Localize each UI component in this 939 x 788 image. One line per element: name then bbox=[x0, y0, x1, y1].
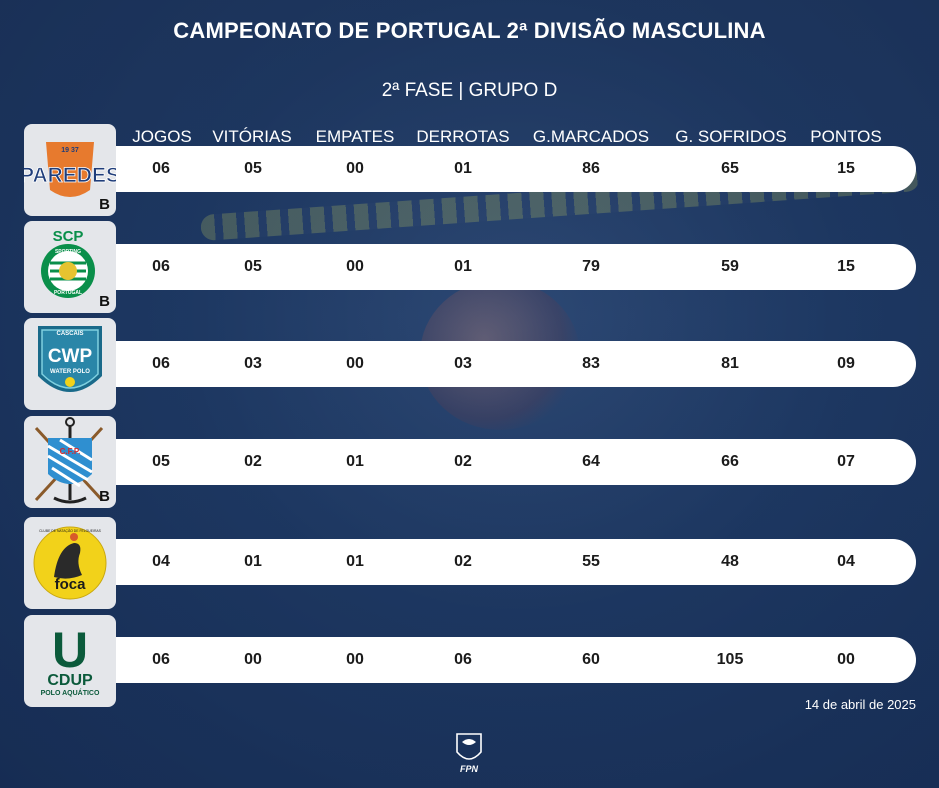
cell-pontos: 00 bbox=[837, 651, 855, 668]
header-g-marcados: G.MARCADOS bbox=[532, 127, 650, 146]
sporting-logo-icon: SCP SPORTING PORTUGAL bbox=[41, 228, 95, 298]
cell-empates: 01 bbox=[346, 453, 364, 470]
page-title: CAMPEONATO DE PORTUGAL 2ª DIVISÃO MASCUL… bbox=[173, 18, 766, 43]
cell-g-marcados: 60 bbox=[582, 651, 600, 668]
table-row: 05 02 01 02 64 66 07 bbox=[96, 439, 916, 485]
cell-g-sofridos: 48 bbox=[721, 553, 739, 570]
cell-vitorias: 05 bbox=[244, 160, 262, 177]
table-row: 06 05 00 01 79 59 15 bbox=[96, 244, 916, 290]
header-vitorias: VITÓRIAS bbox=[212, 127, 292, 146]
cell-vitorias: 05 bbox=[244, 258, 262, 275]
cell-derrotas: 06 bbox=[454, 651, 472, 668]
cell-jogos: 06 bbox=[152, 651, 170, 668]
cell-pontos: 04 bbox=[837, 553, 855, 570]
team-logo-cfp: C.F.P. B bbox=[24, 416, 116, 508]
cell-derrotas: 01 bbox=[454, 258, 472, 275]
cell-empates: 00 bbox=[346, 258, 364, 275]
cell-derrotas: 02 bbox=[454, 453, 472, 470]
cdup-u: U bbox=[52, 622, 88, 678]
cell-g-sofridos: 66 bbox=[721, 453, 739, 470]
cfp-anchor-logo-icon: C.F.P. bbox=[34, 417, 104, 504]
sporting-bottom: PORTUGAL bbox=[54, 290, 82, 296]
cell-pontos: 09 bbox=[837, 355, 855, 372]
header-empates: EMPATES bbox=[315, 127, 395, 146]
cell-g-marcados: 79 bbox=[582, 258, 600, 275]
paredes-logo-icon: 19 37 PAREDES bbox=[24, 142, 116, 197]
cell-g-marcados: 83 bbox=[582, 355, 600, 372]
cell-empates: 00 bbox=[346, 651, 364, 668]
team-logo-cascais: CASCAIS CWP WATER POLO bbox=[24, 318, 116, 410]
foca-seal-logo-icon: foca CLUBE DE NATAÇÃO DE FELGUEIRAS bbox=[33, 526, 107, 600]
cell-empates: 00 bbox=[346, 355, 364, 372]
header-derrotas: DERROTAS bbox=[416, 127, 510, 146]
table-row: 06 00 00 06 60 105 00 bbox=[96, 637, 916, 683]
cell-pontos: 15 bbox=[837, 160, 855, 177]
cascais-cwp: CWP bbox=[48, 346, 93, 367]
cell-empates: 00 bbox=[346, 160, 364, 177]
cell-empates: 01 bbox=[346, 553, 364, 570]
cascais-bottom: WATER POLO bbox=[50, 369, 90, 375]
cell-vitorias: 01 bbox=[244, 553, 262, 570]
header-g-sofridos: G. SOFRIDOS bbox=[675, 127, 787, 146]
cell-vitorias: 03 bbox=[244, 355, 262, 372]
header-jogos: JOGOS bbox=[132, 127, 192, 146]
cell-g-sofridos: 59 bbox=[721, 258, 739, 275]
cell-g-sofridos: 105 bbox=[716, 651, 744, 668]
cell-g-sofridos: 81 bbox=[721, 355, 739, 372]
cell-derrotas: 02 bbox=[454, 553, 472, 570]
cell-pontos: 07 bbox=[837, 453, 855, 470]
table-row: 04 01 01 02 55 48 04 bbox=[96, 539, 916, 585]
team-badge-b: B bbox=[99, 196, 110, 213]
team-logo-cdup: U CDUP POLO AQUÁTICO bbox=[24, 615, 116, 707]
cell-g-marcados: 64 bbox=[582, 453, 600, 470]
team-logo-foca: foca CLUBE DE NATAÇÃO DE FELGUEIRAS bbox=[24, 517, 116, 609]
cell-jogos: 05 bbox=[152, 453, 170, 470]
paredes-year: 19 37 bbox=[61, 147, 79, 154]
cell-vitorias: 00 bbox=[244, 651, 262, 668]
foca-name: foca bbox=[55, 576, 87, 593]
cdup-name: CDUP bbox=[47, 672, 93, 689]
cdup-logo-icon: U CDUP POLO AQUÁTICO bbox=[41, 622, 100, 697]
sporting-top: SPORTING bbox=[55, 249, 81, 255]
cell-jogos: 04 bbox=[152, 553, 170, 570]
table-row: 06 03 00 03 83 81 09 bbox=[96, 341, 916, 387]
team-badge-b: B bbox=[99, 488, 110, 505]
header-pontos: PONTOS bbox=[810, 127, 882, 146]
cascais-top: CASCAIS bbox=[56, 331, 83, 337]
team-logo-sporting: SCP SPORTING PORTUGAL B bbox=[24, 221, 116, 313]
cell-jogos: 06 bbox=[152, 355, 170, 372]
cascais-logo-icon: CASCAIS CWP WATER POLO bbox=[38, 326, 102, 392]
paredes-name: PAREDES bbox=[24, 164, 116, 187]
cell-jogos: 06 bbox=[152, 258, 170, 275]
cdup-bottom: POLO AQUÁTICO bbox=[41, 688, 100, 697]
cell-jogos: 06 bbox=[152, 160, 170, 177]
table-header: JOGOS VITÓRIAS EMPATES DERROTAS G.MARCAD… bbox=[0, 127, 939, 149]
cell-derrotas: 03 bbox=[454, 355, 472, 372]
table-row: 06 05 00 01 86 65 15 bbox=[96, 146, 916, 192]
cell-g-marcados: 86 bbox=[582, 160, 600, 177]
fpn-logo-icon: FPN bbox=[456, 733, 482, 774]
sporting-scp: SCP bbox=[53, 228, 84, 245]
fpn-text: FPN bbox=[460, 764, 479, 774]
team-badge-b: B bbox=[99, 293, 110, 310]
date-label: 14 de abril de 2025 bbox=[804, 697, 916, 712]
foca-club-name: CLUBE DE NATAÇÃO DE FELGUEIRAS bbox=[39, 528, 102, 533]
cell-vitorias: 02 bbox=[244, 453, 262, 470]
cell-g-marcados: 55 bbox=[582, 553, 600, 570]
page-subtitle: 2ª FASE | GRUPO D bbox=[381, 80, 558, 101]
cell-g-sofridos: 65 bbox=[721, 160, 739, 177]
team-logo-paredes: 19 37 PAREDES B bbox=[24, 124, 116, 216]
cell-derrotas: 01 bbox=[454, 160, 472, 177]
cell-pontos: 15 bbox=[837, 258, 855, 275]
cfp-letters: C.F.P. bbox=[60, 447, 81, 456]
